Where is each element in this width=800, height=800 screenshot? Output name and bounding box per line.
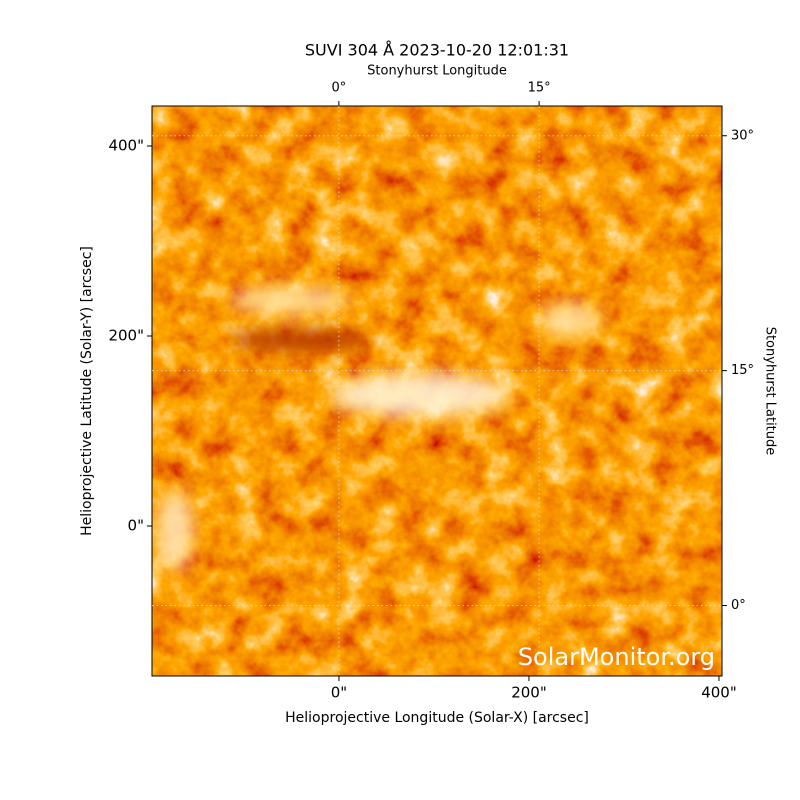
y-tick-label: 400": [108, 136, 144, 154]
x-axis-label: Helioprojective Longitude (Solar-X) [arc…: [285, 710, 589, 726]
x-tick-label: 0": [331, 684, 347, 702]
x-tick-label: 400": [701, 684, 737, 702]
y-tick-label: 0": [128, 516, 144, 534]
y2-tick-label: 15°: [731, 363, 754, 378]
x-tick-label: 200": [511, 684, 547, 702]
watermark: SolarMonitor.org: [518, 643, 715, 671]
chart-title: SUVI 304 Å 2023-10-20 12:01:31: [305, 41, 569, 60]
y2-tick-label: 30°: [731, 128, 754, 143]
y-axis-label: Helioprojective Latitude (Solar-Y) [arcs…: [79, 246, 95, 536]
solar-image: [152, 106, 722, 676]
y2-tick-label: 0°: [731, 598, 746, 613]
y-tick-label: 200": [108, 326, 144, 344]
plot-frame: [151, 105, 723, 677]
y2-axis-label: Stonyhurst Latitude: [763, 327, 778, 456]
x2-axis-label: Stonyhurst Longitude: [367, 64, 507, 79]
x2-tick-label: 15°: [528, 81, 551, 96]
x2-tick-label: 0°: [331, 81, 346, 96]
